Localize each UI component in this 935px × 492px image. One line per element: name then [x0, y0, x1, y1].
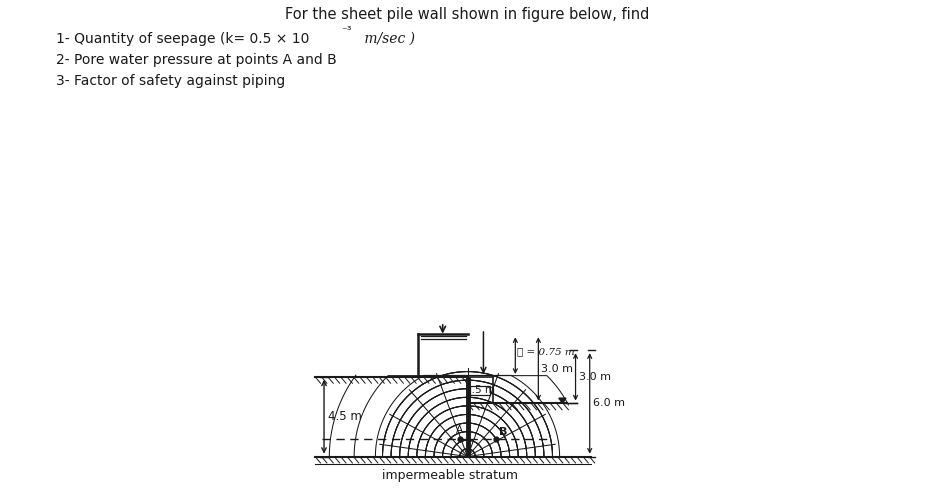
Text: A: A: [455, 425, 463, 435]
Text: 3.0 m: 3.0 m: [541, 364, 573, 374]
Text: m/sec ): m/sec ): [360, 32, 415, 46]
Text: 1.5 m: 1.5 m: [465, 385, 495, 395]
FancyBboxPatch shape: [470, 386, 490, 395]
Text: 3- Factor of safety against piping: 3- Factor of safety against piping: [56, 74, 285, 88]
Text: ℓ = 0.75 m: ℓ = 0.75 m: [517, 347, 575, 357]
Text: impermeable stratum: impermeable stratum: [381, 469, 518, 482]
Text: For the sheet pile wall shown in figure below, find: For the sheet pile wall shown in figure …: [285, 7, 650, 22]
Text: 4.5 m: 4.5 m: [328, 410, 362, 423]
Text: 2- Pore water pressure at points A and B: 2- Pore water pressure at points A and B: [56, 53, 337, 67]
Text: 3.0 m: 3.0 m: [579, 372, 611, 382]
Text: ⁻³: ⁻³: [341, 26, 352, 35]
Text: 6.0 m: 6.0 m: [593, 399, 626, 408]
Text: B: B: [499, 427, 508, 437]
Polygon shape: [559, 398, 566, 403]
Text: 1- Quantity of seepage (k= 0.5 × 10: 1- Quantity of seepage (k= 0.5 × 10: [56, 32, 309, 46]
